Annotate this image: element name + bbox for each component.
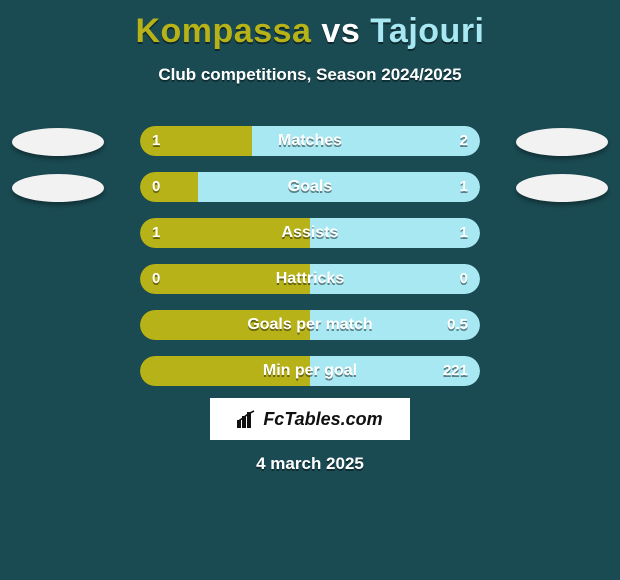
team-badge-left [12,128,104,156]
title: Kompassa vs Tajouri [0,12,620,51]
fill-player1 [140,356,310,386]
stat-track: 12Matches [140,126,480,156]
fill-player2 [310,264,480,294]
value-player1: 0 [152,172,160,202]
fill-player1 [140,310,310,340]
fill-player1 [140,264,310,294]
team-badge-left [12,174,104,202]
site-logo: FcTables.com [210,398,410,440]
stat-track: 01Goals [140,172,480,202]
value-player2: 1 [460,218,468,248]
stat-track: 00Hattricks [140,264,480,294]
value-player2: 0.5 [447,310,468,340]
bars-icon [237,410,257,428]
stat-row: 11Assists [0,212,620,258]
vs-label: vs [321,12,360,50]
player2-name: Tajouri [370,12,484,50]
comparison-card: Kompassa vs Tajouri Club competitions, S… [0,0,620,580]
stat-row: 12Matches [0,120,620,166]
value-player2: 2 [460,126,468,156]
fill-player2 [252,126,480,156]
stat-rows: 12Matches01Goals11Assists00Hattricks0.5G… [0,120,620,396]
value-player1: 1 [152,218,160,248]
fill-player1 [140,172,198,202]
stat-track: 221Min per goal [140,356,480,386]
stat-row: 0.5Goals per match [0,304,620,350]
team-badge-right [516,128,608,156]
value-player2: 0 [460,264,468,294]
player1-name: Kompassa [135,12,311,50]
stat-row: 221Min per goal [0,350,620,396]
stat-row: 00Hattricks [0,258,620,304]
fill-player2 [198,172,480,202]
value-player1: 0 [152,264,160,294]
subtitle: Club competitions, Season 2024/2025 [0,65,620,85]
stat-row: 01Goals [0,166,620,212]
value-player2: 221 [443,356,468,386]
logo-text: FcTables.com [263,409,382,430]
value-player1: 1 [152,126,160,156]
date-label: 4 march 2025 [0,454,620,474]
fill-player1 [140,218,310,248]
team-badge-right [516,174,608,202]
stat-track: 0.5Goals per match [140,310,480,340]
stat-track: 11Assists [140,218,480,248]
fill-player2 [310,218,480,248]
value-player2: 1 [460,172,468,202]
